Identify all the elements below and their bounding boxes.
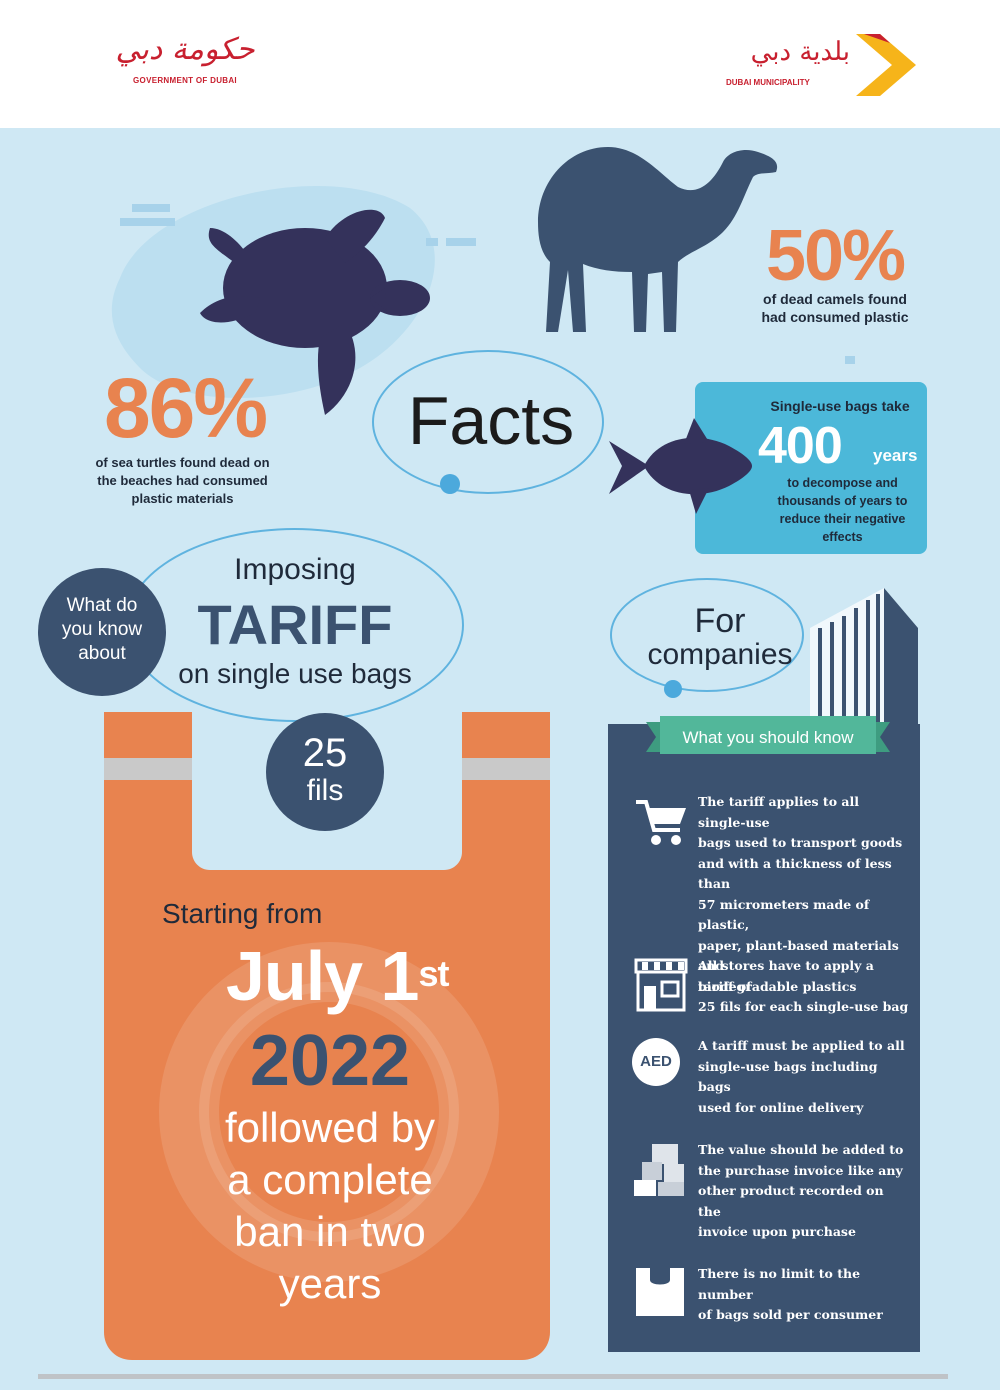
dm-arrow-icon xyxy=(856,34,916,96)
start-date-text: July 1 xyxy=(226,937,419,1015)
info-item-line: A tariff must be applied to all xyxy=(698,1038,905,1053)
price-unit: fils xyxy=(306,774,344,807)
fish-fact-unit: years xyxy=(873,446,918,465)
aed-coin-icon: AED xyxy=(632,1038,680,1086)
turtle-description-line: the beaches had consumed xyxy=(97,473,268,488)
info-item-line: invoice upon purchase xyxy=(698,1224,856,1239)
sea-turtle-icon xyxy=(200,209,430,415)
info-item-4: The value should be added to the purchas… xyxy=(698,1140,910,1243)
skyscraper-icon xyxy=(810,588,918,728)
companies-bubble xyxy=(610,578,804,692)
starting-from-label: Starting from xyxy=(162,898,323,929)
fish-fact-description: to decompose and thousands of years to r… xyxy=(750,474,935,546)
bag-icon xyxy=(636,1268,684,1316)
ribbon-text: What you should know xyxy=(682,728,854,747)
start-date: July 1st xyxy=(226,936,449,1016)
camel-description: of dead camels found had consumed plasti… xyxy=(720,290,950,326)
info-item-line: used for online delivery xyxy=(698,1099,864,1115)
boxes-icon xyxy=(634,1144,684,1196)
ban-description-line: ban in two xyxy=(234,1208,426,1255)
header: حكومة دبي GOVERNMENT OF DUBAI بلدية دبي … xyxy=(0,0,1000,128)
info-item-3: A tariff must be applied to all single-u… xyxy=(698,1036,910,1118)
info-item-line: The value should be added to xyxy=(698,1142,904,1157)
info-item-line: All stores have to apply a tariff of xyxy=(698,958,874,994)
turtle-description-line: plastic materials xyxy=(131,491,234,506)
info-item-line: and with a thickness of less than xyxy=(698,855,892,892)
infographic-body: 86% of sea turtles found dead on the bea… xyxy=(0,128,1000,1390)
question-circle: What do you know about xyxy=(38,568,166,696)
price-circle: 25 fils xyxy=(266,713,384,831)
dubai-municipality-logo: بلدية دبي DUBAI MUNICIPALITY xyxy=(720,30,930,100)
aed-coin-label: AED xyxy=(640,1053,672,1070)
info-item-line: of bags sold per consumer xyxy=(698,1307,883,1322)
store-icon xyxy=(634,958,688,1012)
ban-description: followed by a complete ban in two years xyxy=(190,1102,470,1310)
shopping-cart-icon xyxy=(636,800,686,845)
companies-title: For companies xyxy=(625,604,815,672)
companies-bubble-dot xyxy=(664,680,682,698)
fish-fact-line: thousands of years to xyxy=(777,494,908,508)
info-item-line: biodegradable plastics xyxy=(698,978,857,994)
info-item-2: All stores have to apply a tariff of 25 … xyxy=(698,956,910,1018)
ban-description-line: a complete xyxy=(227,1156,433,1203)
fish-fact-line: reduce their negative xyxy=(779,512,906,526)
turtle-description: of sea turtles found dead on the beaches… xyxy=(60,454,305,508)
fish-icon xyxy=(609,418,752,514)
tariff-line-tariff: TARIFF xyxy=(197,593,393,656)
question-line: you know xyxy=(61,619,143,640)
camel-icon xyxy=(538,147,778,332)
camel-description-line: of dead camels found xyxy=(763,291,907,307)
ban-description-line: followed by xyxy=(224,1104,436,1151)
fish-fact-line: effects xyxy=(822,530,863,544)
facts-title: Facts xyxy=(407,383,575,459)
turtle-percentage: 86% xyxy=(103,361,268,455)
turtle-description-line: of sea turtles found dead on xyxy=(95,455,270,470)
camel-description-line: had consumed plastic xyxy=(761,309,909,325)
dm-logo-arabic: بلدية دبي xyxy=(750,37,850,67)
fish-fact-line: to decompose and xyxy=(787,476,898,490)
dm-logo-english: DUBAI MUNICIPALITY xyxy=(726,78,810,87)
companies-title-line: companies xyxy=(647,638,793,671)
camel-percentage: 50% xyxy=(765,216,906,296)
info-item-line: The tariff applies to all single-use xyxy=(698,794,859,830)
info-item-line: 57 micrometers made of plastic, xyxy=(698,896,870,933)
question-line: about xyxy=(78,643,126,664)
start-date-suffix: st xyxy=(418,953,449,994)
gov-logo-english: GOVERNMENT OF DUBAI xyxy=(133,76,237,85)
info-item-line: single-use bags including bags xyxy=(698,1058,878,1095)
info-item-line: other product recorded on the xyxy=(698,1183,884,1219)
info-item-line: bags used to transport goods xyxy=(698,835,903,850)
fish-fact-number: 400 xyxy=(758,417,843,475)
fish-fact-intro: Single-use bags take xyxy=(770,398,910,414)
question-line: What do xyxy=(66,595,138,616)
info-item-line: paper, plant-based materials and xyxy=(698,937,899,974)
ribbon-banner xyxy=(646,716,890,754)
info-item-line: 25 fils for each single-use bag xyxy=(698,999,909,1014)
shopping-bag-illustration xyxy=(104,712,550,1360)
government-of-dubai-logo: حكومة دبي GOVERNMENT OF DUBAI xyxy=(110,30,260,100)
facts-bubble xyxy=(372,350,604,494)
ban-description-line: years xyxy=(278,1260,382,1307)
tariff-line-bags: on single use bags xyxy=(178,658,412,689)
info-item-line: the purchase invoice like any xyxy=(698,1162,903,1178)
tariff-line-imposing: Imposing xyxy=(234,553,356,586)
companies-title-line: For xyxy=(694,602,746,640)
bottom-divider xyxy=(38,1374,948,1379)
info-item-5: There is no limit to the number of bags … xyxy=(698,1264,910,1326)
gov-logo-arabic: حكومة دبي xyxy=(115,32,255,67)
facts-bubble-dot xyxy=(440,474,460,494)
start-year: 2022 xyxy=(249,1021,411,1101)
info-item-line: There is no limit to the number xyxy=(698,1266,861,1302)
price-value: 25 xyxy=(302,731,348,775)
info-item-1: The tariff applies to all single-use bag… xyxy=(698,792,910,997)
